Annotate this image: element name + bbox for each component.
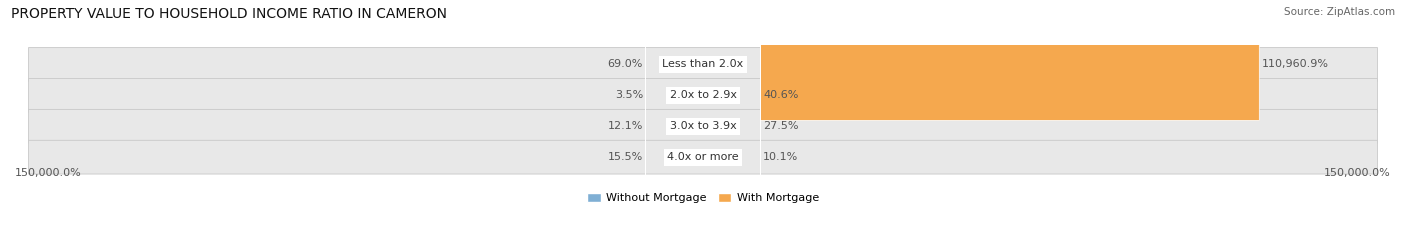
Text: Less than 2.0x: Less than 2.0x <box>662 59 744 69</box>
Text: PROPERTY VALUE TO HOUSEHOLD INCOME RATIO IN CAMERON: PROPERTY VALUE TO HOUSEHOLD INCOME RATIO… <box>11 7 447 21</box>
Text: 110,960.9%: 110,960.9% <box>1263 59 1329 69</box>
Text: 4.0x or more: 4.0x or more <box>668 152 738 162</box>
Text: 27.5%: 27.5% <box>763 121 799 131</box>
Text: 10.1%: 10.1% <box>763 152 799 162</box>
FancyBboxPatch shape <box>28 48 1378 81</box>
FancyBboxPatch shape <box>28 79 1378 112</box>
FancyBboxPatch shape <box>761 9 1260 120</box>
FancyBboxPatch shape <box>28 110 1378 143</box>
Text: 3.5%: 3.5% <box>614 90 643 100</box>
Text: 15.5%: 15.5% <box>607 152 643 162</box>
Text: Source: ZipAtlas.com: Source: ZipAtlas.com <box>1284 7 1395 17</box>
Text: 69.0%: 69.0% <box>607 59 643 69</box>
FancyBboxPatch shape <box>28 140 1378 174</box>
Text: 150,000.0%: 150,000.0% <box>15 168 82 178</box>
Text: 3.0x to 3.9x: 3.0x to 3.9x <box>669 121 737 131</box>
Text: 150,000.0%: 150,000.0% <box>1324 168 1391 178</box>
Text: 12.1%: 12.1% <box>607 121 643 131</box>
Legend: Without Mortgage, With Mortgage: Without Mortgage, With Mortgage <box>588 193 818 203</box>
Text: 40.6%: 40.6% <box>763 90 799 100</box>
Text: 2.0x to 2.9x: 2.0x to 2.9x <box>669 90 737 100</box>
